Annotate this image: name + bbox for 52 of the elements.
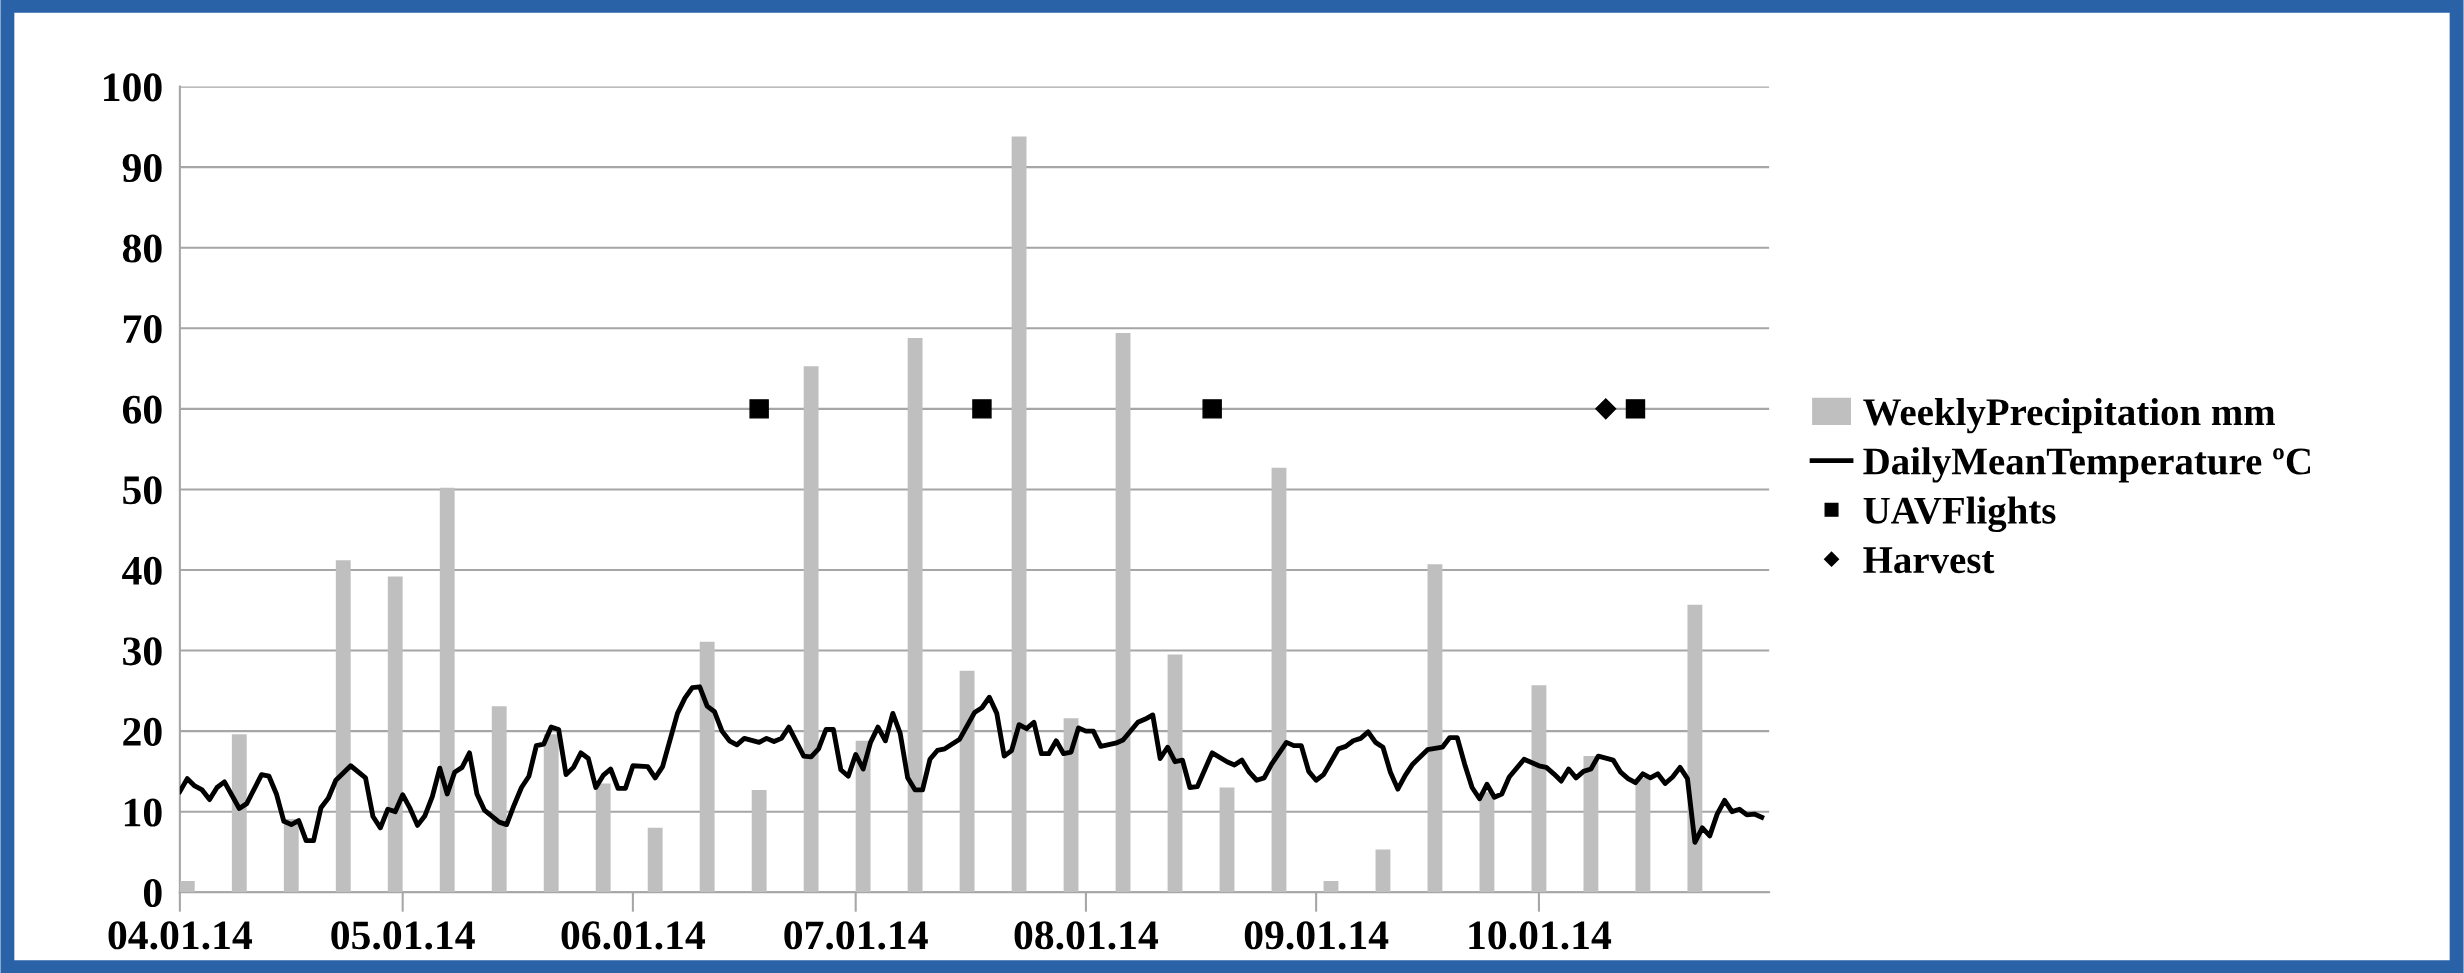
x-tick-label: 08.01.14: [1014, 921, 1159, 950]
bar: [855, 740, 871, 893]
bar: [595, 783, 611, 893]
bar: [1635, 777, 1651, 893]
bar: [751, 789, 767, 893]
bar: [283, 818, 299, 893]
bar: [1271, 467, 1287, 893]
x-tick-label: 06.01.14: [561, 921, 706, 950]
y-tick-label: 60: [122, 395, 162, 424]
legend-label: UAVFlights: [1863, 496, 2056, 532]
bar: [387, 576, 403, 893]
legend-label: Harvest: [1863, 547, 1995, 574]
bar: [1219, 787, 1235, 893]
x-tick-label: 09.01.14: [1244, 921, 1389, 950]
y-tick-label: 90: [122, 153, 162, 183]
bar: [1583, 756, 1599, 893]
x-tick-label: 10.01.14: [1469, 921, 1612, 950]
bar: [907, 337, 923, 893]
y-tick-label: 50: [123, 476, 162, 505]
bar: [439, 487, 455, 893]
y-tick-label: 0: [143, 878, 162, 908]
line-series: [179, 684, 1765, 845]
legend-label: WeeklyPrecipitation mm: [1863, 397, 2275, 434]
bar: [1323, 880, 1339, 893]
bar: [1479, 792, 1495, 893]
bar: [699, 641, 715, 893]
bar: [1115, 333, 1131, 893]
bar: [1011, 136, 1027, 893]
bar: [647, 827, 663, 893]
bar: [1531, 685, 1547, 893]
x-tick-label: 04.01.14: [108, 921, 253, 950]
bar: [803, 366, 819, 893]
bar: [1687, 604, 1703, 893]
y-tick-label: 40: [122, 556, 162, 585]
bar: [335, 560, 351, 893]
bar: [1427, 564, 1443, 893]
bar: [959, 670, 975, 893]
bar: [179, 880, 195, 893]
y-tick-label: 80: [122, 234, 162, 263]
y-tick-label: 30: [123, 637, 162, 666]
bar: [543, 734, 559, 893]
y-tick-label: 20: [123, 717, 162, 746]
y-tick-label: 10: [124, 798, 162, 827]
x-tick-label: 07.01.14: [784, 921, 928, 950]
y-tick-label: 100: [104, 73, 162, 102]
bar: [1167, 654, 1183, 893]
legend-label: DailyMeanTemperature ºC: [1863, 447, 2311, 483]
bar: [231, 734, 247, 893]
x-tick-label: 05.01.14: [331, 921, 475, 950]
bar: [491, 706, 507, 893]
bar: [1375, 849, 1391, 893]
y-tick-label: 70: [123, 315, 162, 344]
